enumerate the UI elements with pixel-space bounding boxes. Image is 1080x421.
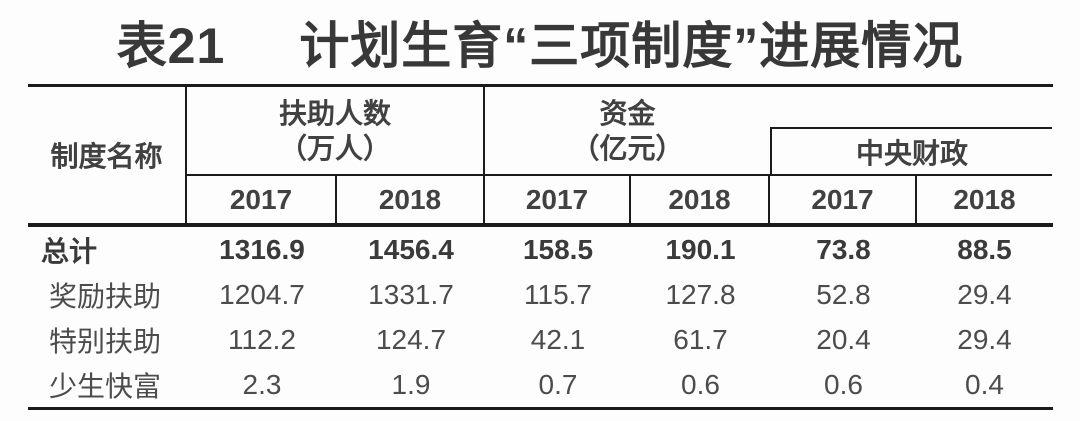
value-cell: 1331.7	[368, 278, 454, 310]
header-year: 2018	[631, 176, 770, 223]
value-cell: 88.5	[957, 233, 1012, 265]
value-cell: 29.4	[957, 323, 1012, 355]
group-unit: （万人）	[278, 132, 391, 164]
value-cell: 0.7	[538, 368, 578, 400]
table-row: 奖励扶助 1204.7 1331.7 115.7 127.8 52.8 29.4	[28, 272, 1053, 317]
value-cell: 127.8	[665, 278, 736, 310]
row-label: 少生快富	[49, 370, 162, 402]
value-cell: 1316.9	[219, 233, 305, 265]
value-cell: 1.9	[391, 368, 431, 400]
value-cell: 52.8	[816, 278, 871, 310]
header-year: 2018	[953, 183, 1016, 215]
table-number: 表21	[116, 18, 226, 74]
value-cell: 61.7	[673, 323, 728, 355]
value-cell: 2.3	[242, 368, 282, 400]
group-unit: （亿元）	[571, 132, 684, 164]
value-cell: 73.8	[816, 233, 871, 265]
value-cell: 1456.4	[368, 233, 454, 265]
value-cell: 1204.7	[219, 278, 305, 310]
group-name: 中央财政	[855, 137, 968, 169]
header-group-central-finance: 中央财政	[770, 87, 1052, 176]
value-cell: 0.6	[824, 368, 863, 400]
table-title-text: 计划生育“三项制度”进展情况	[299, 18, 964, 74]
value-cell: 20.4	[816, 323, 871, 355]
central-finance-box: 中央财政	[770, 127, 1052, 174]
row-label: 奖励扶助	[49, 280, 162, 312]
value-cell: 42.1	[530, 323, 586, 355]
value-cell: 124.7	[375, 323, 447, 355]
table-header: 制度名称 扶助人数 （万人） 资金 （亿元） 中央财政 2017 2018 20…	[28, 87, 1053, 227]
header-year: 2018	[337, 176, 485, 223]
table-row: 总计 1316.9 1456.4 158.5 190.1 73.8 88.5	[28, 227, 1053, 272]
row-label: 特别扶助	[49, 325, 162, 357]
header-group-assisted-persons: 扶助人数 （万人）	[187, 87, 485, 176]
value-cell: 0.6	[681, 368, 720, 400]
value-cell: 29.4	[957, 278, 1012, 310]
group-name: 资金	[599, 97, 656, 129]
value-cell: 115.7	[524, 278, 592, 310]
value-cell: 158.5	[522, 233, 594, 265]
header-group-funds: 资金 （亿元）	[485, 87, 770, 176]
header-year: 2017	[485, 176, 631, 223]
row-label: 总计	[41, 235, 98, 267]
value-cell: 190.1	[665, 233, 736, 265]
header-year: 2017	[770, 176, 917, 223]
value-cell: 112.2	[228, 323, 296, 355]
header-row-name: 制度名称	[28, 87, 187, 223]
table-row: 少生快富 2.3 1.9 0.7 0.6 0.6 0.4	[28, 362, 1053, 407]
header-year: 2017	[187, 176, 337, 223]
group-name: 扶助人数	[278, 97, 391, 129]
page-title: 表21 计划生育“三项制度”进展情况	[0, 0, 1080, 84]
table-row: 特别扶助 112.2 124.7 42.1 61.7 20.4 29.4	[28, 317, 1053, 362]
value-cell: 0.4	[965, 368, 1004, 400]
data-table: 制度名称 扶助人数 （万人） 资金 （亿元） 中央财政 2017 2018 20…	[28, 84, 1053, 410]
table-body: 总计 1316.9 1456.4 158.5 190.1 73.8 88.5 奖…	[28, 227, 1053, 410]
